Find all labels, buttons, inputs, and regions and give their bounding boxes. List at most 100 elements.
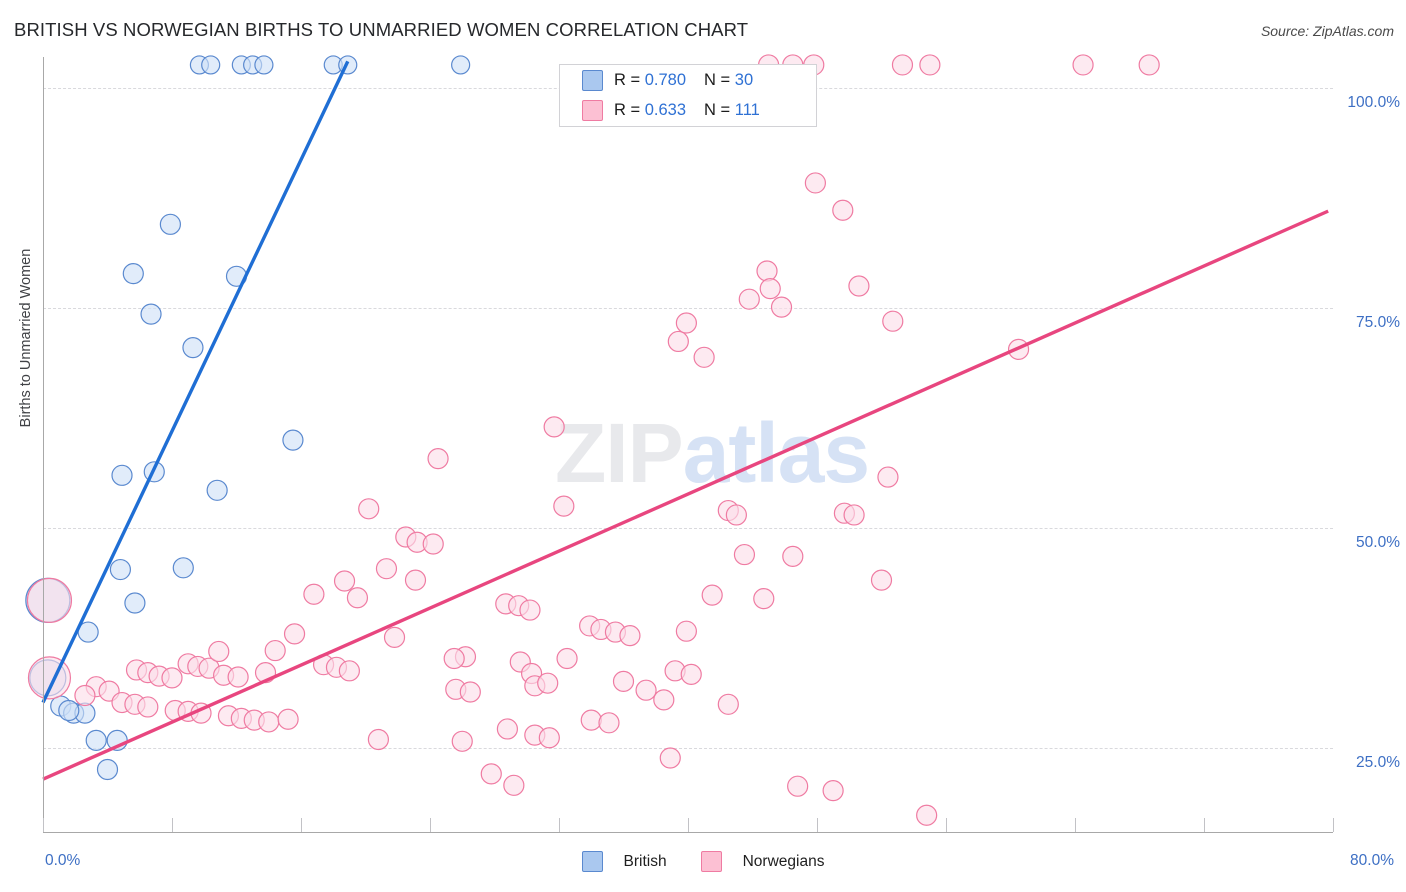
data-point[interactable]	[258, 711, 280, 733]
data-point[interactable]	[333, 570, 356, 592]
data-point[interactable]	[74, 684, 96, 707]
data-point[interactable]	[756, 260, 778, 282]
data-point[interactable]	[208, 640, 230, 663]
data-point[interactable]	[635, 679, 657, 701]
data-point[interactable]	[26, 577, 73, 623]
data-point[interactable]	[543, 416, 565, 438]
data-point[interactable]	[822, 780, 844, 802]
data-point[interactable]	[358, 498, 380, 520]
data-point[interactable]	[738, 288, 760, 310]
x-tick	[43, 818, 44, 832]
data-point[interactable]	[619, 625, 641, 647]
data-point[interactable]	[303, 583, 325, 605]
data-point[interactable]	[701, 584, 723, 606]
data-point[interactable]	[1072, 54, 1094, 76]
data-point[interactable]	[277, 708, 299, 730]
data-point[interactable]	[877, 466, 899, 488]
data-point[interactable]	[201, 55, 221, 75]
data-point[interactable]	[612, 670, 635, 693]
data-point[interactable]	[122, 263, 144, 285]
data-point[interactable]	[227, 666, 249, 688]
data-point[interactable]	[770, 296, 793, 318]
data-point[interactable]	[254, 55, 274, 75]
data-point[interactable]	[680, 663, 702, 685]
data-point[interactable]	[451, 55, 471, 75]
data-point[interactable]	[693, 346, 715, 368]
data-point[interactable]	[759, 278, 781, 300]
data-point[interactable]	[422, 533, 444, 555]
data-point[interactable]	[96, 758, 119, 781]
data-point[interactable]	[782, 545, 804, 567]
data-point[interactable]	[1138, 54, 1160, 76]
data-point[interactable]	[480, 763, 502, 785]
data-point[interactable]	[725, 504, 747, 526]
data-point[interactable]	[538, 727, 560, 749]
stats-row-british: R = 0.780 N = 30	[560, 65, 816, 95]
data-point[interactable]	[124, 592, 146, 614]
data-point[interactable]	[140, 303, 162, 325]
data-point[interactable]	[161, 667, 183, 689]
data-point[interactable]	[537, 672, 559, 694]
data-point[interactable]	[659, 747, 681, 769]
data-point[interactable]	[848, 275, 870, 297]
data-point[interactable]	[519, 599, 541, 621]
data-point[interactable]	[58, 699, 80, 722]
data-point[interactable]	[283, 623, 306, 645]
data-point[interactable]	[870, 569, 893, 591]
data-point[interactable]	[733, 543, 756, 566]
data-point[interactable]	[653, 689, 675, 711]
data-point[interactable]	[159, 213, 181, 235]
data-point[interactable]	[891, 54, 914, 76]
data-point[interactable]	[375, 558, 398, 580]
legend-item-norwegians[interactable]: Norwegians	[700, 851, 824, 872]
y-tick-label: 100.0%	[1347, 93, 1400, 111]
data-point[interactable]	[787, 775, 809, 797]
data-point[interactable]	[443, 647, 465, 670]
data-point[interactable]	[346, 587, 369, 609]
x-tick	[688, 818, 689, 832]
data-point[interactable]	[882, 310, 904, 332]
x-tick-label-min: 0.0%	[45, 852, 81, 869]
data-point[interactable]	[182, 337, 204, 359]
legend-item-british[interactable]: British	[581, 851, 667, 872]
norwegian-n-value: 111	[734, 100, 760, 119]
gridline	[43, 307, 1333, 309]
data-point[interactable]	[496, 718, 518, 740]
data-point[interactable]	[109, 558, 132, 581]
data-point[interactable]	[556, 647, 578, 670]
british-r-value: 0.780	[644, 70, 687, 89]
data-point[interactable]	[675, 620, 697, 642]
data-point[interactable]	[843, 504, 865, 526]
data-point[interactable]	[383, 626, 406, 648]
y-tick-label: 75.0%	[1356, 313, 1400, 331]
data-point[interactable]	[172, 557, 194, 579]
data-point[interactable]	[553, 495, 575, 517]
data-point[interactable]	[206, 479, 228, 501]
data-point[interactable]	[804, 172, 826, 194]
data-point[interactable]	[753, 588, 775, 610]
data-point[interactable]	[916, 804, 938, 826]
data-point[interactable]	[598, 712, 620, 734]
data-point[interactable]	[503, 774, 525, 796]
data-point[interactable]	[85, 729, 107, 752]
data-point[interactable]	[459, 681, 481, 703]
data-point[interactable]	[367, 728, 389, 751]
data-point[interactable]	[137, 696, 159, 718]
correlation-stats-box: R = 0.780 N = 30 R = 0.633 N = 111	[559, 64, 817, 127]
data-point[interactable]	[919, 54, 941, 76]
data-point[interactable]	[675, 312, 697, 334]
data-point[interactable]	[580, 709, 602, 731]
data-point[interactable]	[717, 693, 739, 715]
scatter-points-layer	[25, 54, 1329, 826]
data-point[interactable]	[451, 730, 473, 752]
data-point[interactable]	[427, 447, 449, 470]
data-point[interactable]	[404, 569, 427, 591]
data-point[interactable]	[832, 199, 854, 221]
data-point[interactable]	[264, 639, 286, 662]
data-point[interactable]	[111, 464, 133, 486]
data-point[interactable]	[338, 660, 360, 682]
british-stat-text: R = 0.780 N = 30	[614, 70, 754, 89]
data-point[interactable]	[282, 429, 304, 451]
data-point[interactable]	[667, 330, 689, 353]
